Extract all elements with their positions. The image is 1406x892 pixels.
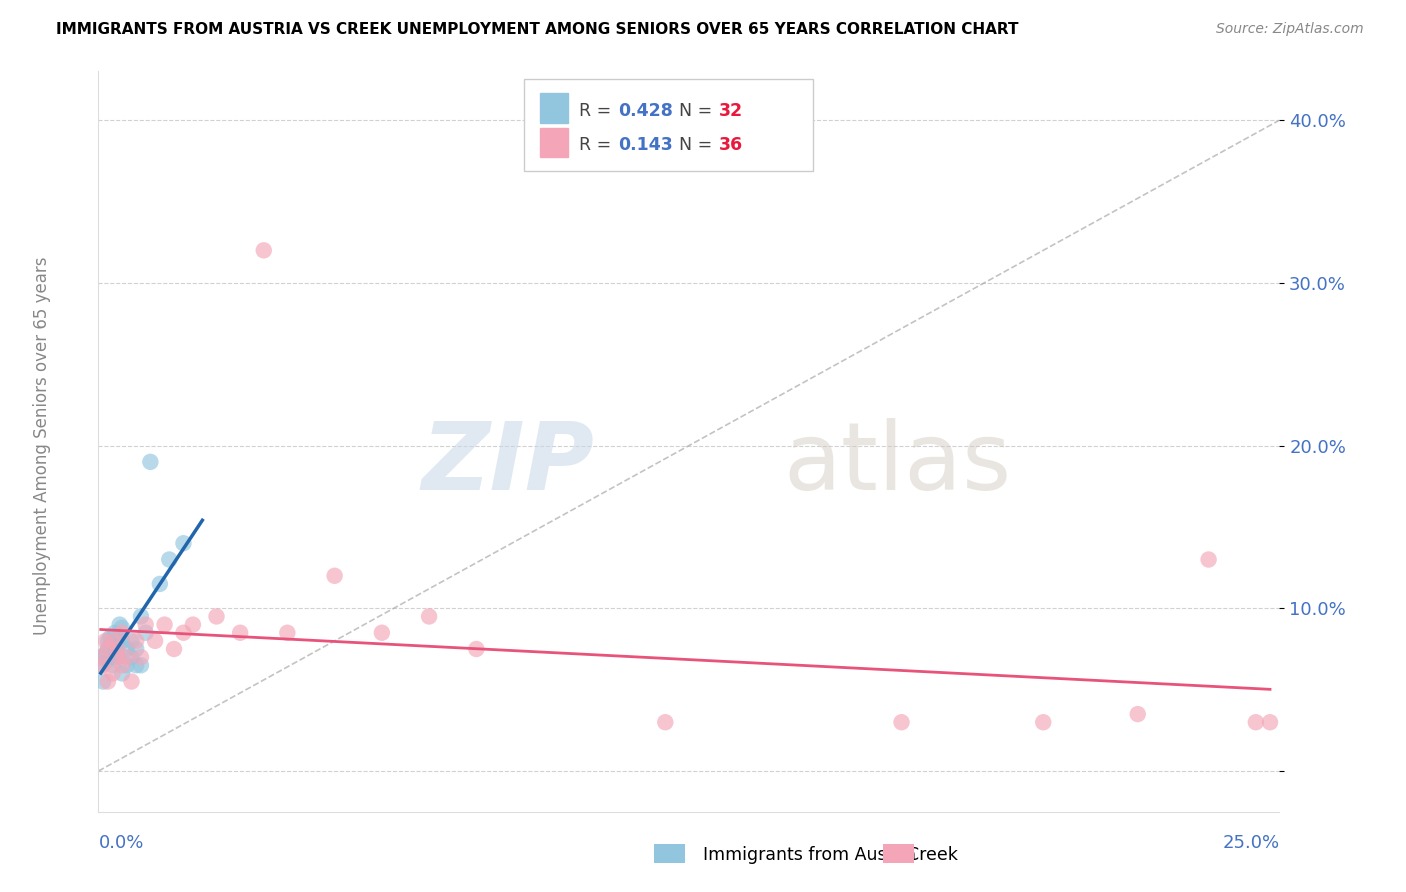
Point xyxy=(129,609,152,624)
Point xyxy=(91,674,114,689)
Point xyxy=(654,715,676,730)
Text: Source: ZipAtlas.com: Source: ZipAtlas.com xyxy=(1216,22,1364,37)
Point xyxy=(111,658,134,673)
Point xyxy=(111,625,134,640)
Point xyxy=(97,653,120,667)
Point xyxy=(149,577,172,591)
Point xyxy=(143,633,166,648)
Text: 0.143: 0.143 xyxy=(619,136,673,154)
Point xyxy=(121,650,143,665)
Point xyxy=(111,633,134,648)
Point xyxy=(108,617,131,632)
Point xyxy=(465,642,488,657)
Point xyxy=(172,625,194,640)
Text: 25.0%: 25.0% xyxy=(1222,833,1279,852)
Point xyxy=(1198,552,1220,566)
Text: 0.0%: 0.0% xyxy=(98,833,143,852)
Point xyxy=(125,633,148,648)
Point xyxy=(129,658,152,673)
FancyBboxPatch shape xyxy=(540,93,568,122)
Point xyxy=(101,637,124,651)
Text: ZIP: ZIP xyxy=(422,417,595,509)
Point xyxy=(97,642,120,657)
Point xyxy=(163,642,186,657)
Point xyxy=(98,631,121,645)
Point xyxy=(125,642,148,657)
Point xyxy=(276,625,298,640)
Point xyxy=(135,625,157,640)
Text: R =: R = xyxy=(579,102,617,120)
Point xyxy=(105,642,128,657)
Text: 32: 32 xyxy=(718,102,742,120)
Point xyxy=(1032,715,1054,730)
Point xyxy=(111,621,134,635)
Point xyxy=(97,642,120,657)
Point xyxy=(371,625,394,640)
Point xyxy=(121,633,143,648)
Point xyxy=(105,642,128,657)
Point xyxy=(157,552,180,566)
Text: atlas: atlas xyxy=(783,417,1012,509)
Text: 0.428: 0.428 xyxy=(619,102,673,120)
Text: Unemployment Among Seniors over 65 years: Unemployment Among Seniors over 65 years xyxy=(34,257,51,635)
Point xyxy=(105,650,128,665)
Point xyxy=(115,658,138,673)
Point xyxy=(323,568,346,582)
Point xyxy=(111,666,134,681)
Point xyxy=(101,658,124,673)
Point xyxy=(1244,715,1267,730)
Point xyxy=(125,658,148,673)
Point xyxy=(253,244,276,258)
FancyBboxPatch shape xyxy=(523,78,813,171)
Point xyxy=(94,633,117,648)
Point xyxy=(90,650,112,665)
Point xyxy=(115,642,138,657)
Point xyxy=(97,633,120,648)
Point xyxy=(91,658,114,673)
Text: 36: 36 xyxy=(718,136,742,154)
Point xyxy=(229,625,252,640)
Text: N =: N = xyxy=(679,102,718,120)
Point xyxy=(1258,715,1281,730)
Point xyxy=(105,650,128,665)
Point xyxy=(101,633,124,648)
Point xyxy=(94,647,117,661)
Point xyxy=(115,650,138,665)
Point xyxy=(101,650,124,665)
Point xyxy=(205,609,228,624)
Point xyxy=(121,674,143,689)
Point xyxy=(890,715,912,730)
Point xyxy=(97,674,120,689)
Point xyxy=(91,650,114,665)
Text: R =: R = xyxy=(579,136,617,154)
Point xyxy=(139,455,162,469)
Point xyxy=(181,617,204,632)
Point xyxy=(104,625,127,640)
Point xyxy=(129,650,152,665)
Point xyxy=(105,633,128,648)
FancyBboxPatch shape xyxy=(540,128,568,157)
Text: IMMIGRANTS FROM AUSTRIA VS CREEK UNEMPLOYMENT AMONG SENIORS OVER 65 YEARS CORREL: IMMIGRANTS FROM AUSTRIA VS CREEK UNEMPLO… xyxy=(56,22,1019,37)
Point xyxy=(153,617,176,632)
Point xyxy=(101,666,124,681)
Point xyxy=(172,536,194,550)
Text: Immigrants from Austria: Immigrants from Austria xyxy=(703,846,917,863)
Point xyxy=(1126,707,1149,722)
Point xyxy=(90,658,112,673)
Text: N =: N = xyxy=(679,136,718,154)
Point xyxy=(135,617,157,632)
Point xyxy=(418,609,440,624)
Text: Creek: Creek xyxy=(907,846,957,863)
